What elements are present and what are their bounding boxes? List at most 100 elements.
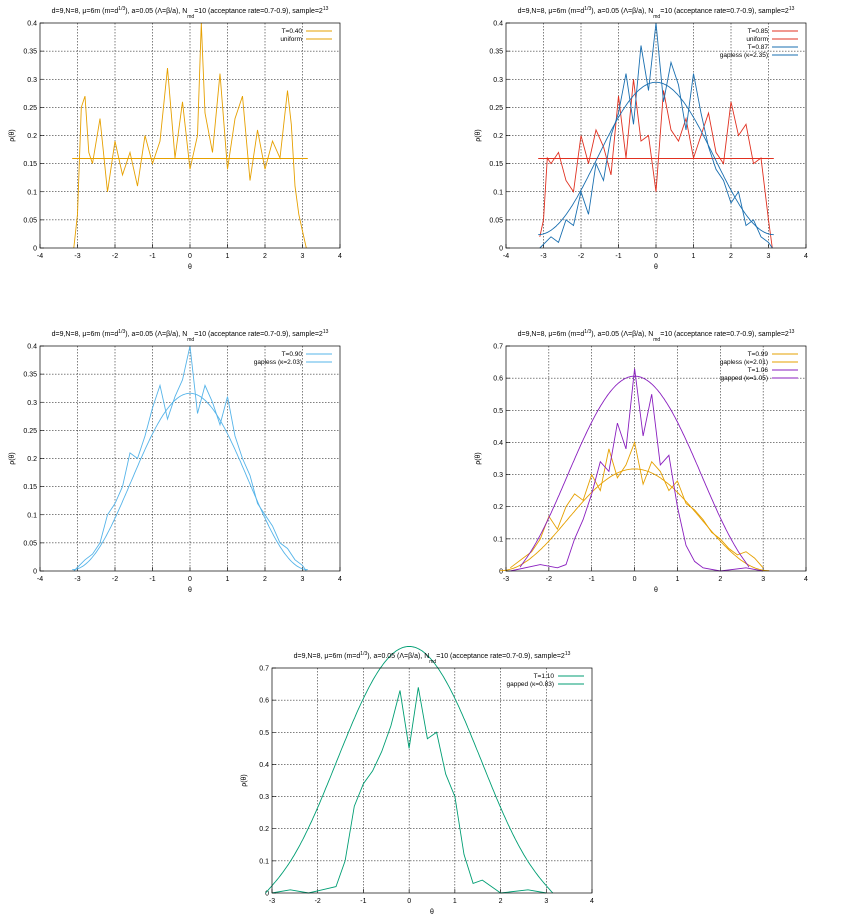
x-tick-label: 3 (544, 898, 548, 905)
chart-title-part: ), a=0.05 (Λ=β/a), N (367, 653, 429, 660)
chart-title-part: 1/3 (118, 329, 125, 335)
legend-label: gapless (κ=2.03) (254, 359, 302, 366)
x-tick-label: 0 (407, 898, 411, 905)
x-tick-label: 3 (301, 253, 305, 260)
x-tick-label: 1 (453, 898, 457, 905)
legend-label: gapped (κ=1.05) (720, 375, 768, 382)
chart-title-part: ), a=0.05 (Λ=β/a), N (591, 8, 653, 15)
series-line-1 (73, 22, 307, 249)
chart-title-part: 13 (789, 6, 795, 12)
chart-title: d=9,N=8, μ=6m (m=d1/3), a=0.05 (Λ=β/a), … (52, 329, 329, 343)
plot-frame (505, 22, 807, 249)
y-tick-label: 0.35 (23, 372, 37, 379)
fit-curve-4 (538, 81, 774, 236)
y-tick-label: 0.7 (493, 344, 503, 351)
x-tick-label: 0 (654, 253, 658, 260)
x-tick-label: -4 (37, 576, 43, 583)
y-tick-label: 0.15 (489, 161, 503, 168)
x-tick-label: -1 (589, 576, 595, 583)
y-tick-label: 0.2 (493, 133, 503, 140)
chart-title-part: =10 (acceptance rate=0.7-0.9), sample=2 (436, 653, 565, 660)
y-tick-label: 0 (33, 569, 37, 576)
y-tick-label: 0.1 (493, 536, 503, 543)
y-axis-label: ρ(θ) (475, 452, 482, 465)
y-axis-label: ρ(θ) (475, 129, 482, 142)
x-tick-label: -3 (503, 576, 509, 583)
chart-panel-3: -4 -3 -2 -1 0 1 2 3 4 0 0.05 0.1 0.15 0.2 0.25 0.3 0.35 0… (9, 329, 342, 594)
chart-title-part: md (653, 14, 660, 20)
y-tick-label: 0.2 (493, 504, 503, 511)
y-axis-label: ρ(θ) (9, 452, 16, 465)
legend-label: T=0.40 (282, 28, 303, 35)
legend-label: gapless (κ=2.01) (720, 359, 768, 366)
x-tick-label: 1 (675, 576, 679, 583)
y-tick-label: 0.5 (259, 730, 269, 737)
x-axis-label: θ (654, 264, 658, 271)
legend-label: gapped (κ=0.83) (506, 681, 554, 688)
chart-title-part: 1/3 (118, 6, 125, 12)
y-tick-label: 0.25 (489, 105, 503, 112)
y-tick-label: 0.3 (27, 400, 37, 407)
plot-frame (271, 667, 593, 894)
x-tick-label: 1 (692, 253, 696, 260)
y-tick-label: 0.25 (23, 428, 37, 435)
y-tick-label: 0.35 (23, 49, 37, 56)
chart-title-part: 13 (323, 6, 329, 12)
y-tick-label: 0.4 (27, 21, 37, 28)
x-axis-label: θ (188, 587, 192, 594)
chart-title: d=9,N=8, μ=6m (m=d1/3), a=0.05 (Λ=β/a), … (518, 329, 795, 343)
chart-panel-2: -4 -3 -2 -1 0 1 2 3 4 0 0.05 0.1 0.15 0.2 0.25 0.3 0.35 0… (475, 6, 808, 271)
chart-title-part: md (429, 659, 436, 665)
y-tick-label: 0.6 (259, 698, 269, 705)
x-tick-label: 4 (804, 253, 808, 260)
chart-title-part: =10 (acceptance rate=0.7-0.9), sample=2 (194, 331, 323, 338)
x-tick-label: 4 (590, 898, 594, 905)
x-tick-label: -2 (315, 898, 321, 905)
series-line-1 (73, 345, 307, 572)
chart-title: d=9,N=8, μ=6m (m=d1/3), a=0.05 (Λ=β/a), … (518, 6, 795, 20)
x-tick-label: -1 (149, 253, 155, 260)
y-tick-label: 0.05 (23, 217, 37, 224)
chart-title-part: d=9,N=8, μ=6m (m=d (52, 331, 119, 338)
y-tick-label: 0.2 (27, 456, 37, 463)
y-tick-label: 0.4 (493, 440, 503, 447)
legend-label: T=0.85 (748, 28, 769, 35)
y-tick-label: 0.35 (489, 49, 503, 56)
y-tick-label: 0.05 (23, 540, 37, 547)
x-axis-label: θ (654, 587, 658, 594)
y-tick-label: 0.3 (259, 794, 269, 801)
chart-title: d=9,N=8, μ=6m (m=d1/3), a=0.05 (Λ=β/a), … (52, 6, 329, 20)
chart-title-part: 13 (789, 329, 795, 335)
chart-panel-1: -4 -3 -2 -1 0 1 2 3 4 0 0.05 0.1 0.15 0.2 0.25 0.3 0.35 0… (9, 6, 342, 271)
x-tick-label: -2 (112, 253, 118, 260)
y-tick-label: 0.7 (259, 666, 269, 673)
fit-curve-2 (72, 392, 308, 571)
chart-title-part: =10 (acceptance rate=0.7-0.9), sample=2 (194, 8, 323, 15)
y-tick-label: 0.5 (493, 408, 503, 415)
y-tick-label: 0.1 (27, 512, 37, 519)
x-tick-label: -2 (578, 253, 584, 260)
chart-title-part: d=9,N=8, μ=6m (m=d (518, 8, 585, 15)
y-tick-label: 0.6 (493, 376, 503, 383)
x-tick-label: -3 (269, 898, 275, 905)
chart-title-part: md (187, 337, 194, 343)
x-tick-label: 0 (188, 576, 192, 583)
y-tick-label: 0.4 (27, 344, 37, 351)
x-tick-label: 1 (226, 253, 230, 260)
chart-title-part: 1/3 (584, 6, 591, 12)
legend-label: uniform (280, 36, 302, 43)
x-tick-label: 0 (633, 576, 637, 583)
x-tick-label: 3 (761, 576, 765, 583)
x-tick-label: -1 (360, 898, 366, 905)
y-tick-label: 0.1 (493, 189, 503, 196)
x-tick-label: 3 (767, 253, 771, 260)
series-line-1 (539, 79, 773, 249)
y-tick-label: 0 (499, 246, 503, 253)
chart-title-part: =10 (acceptance rate=0.7-0.9), sample=2 (660, 8, 789, 15)
plot-frame (505, 345, 807, 572)
